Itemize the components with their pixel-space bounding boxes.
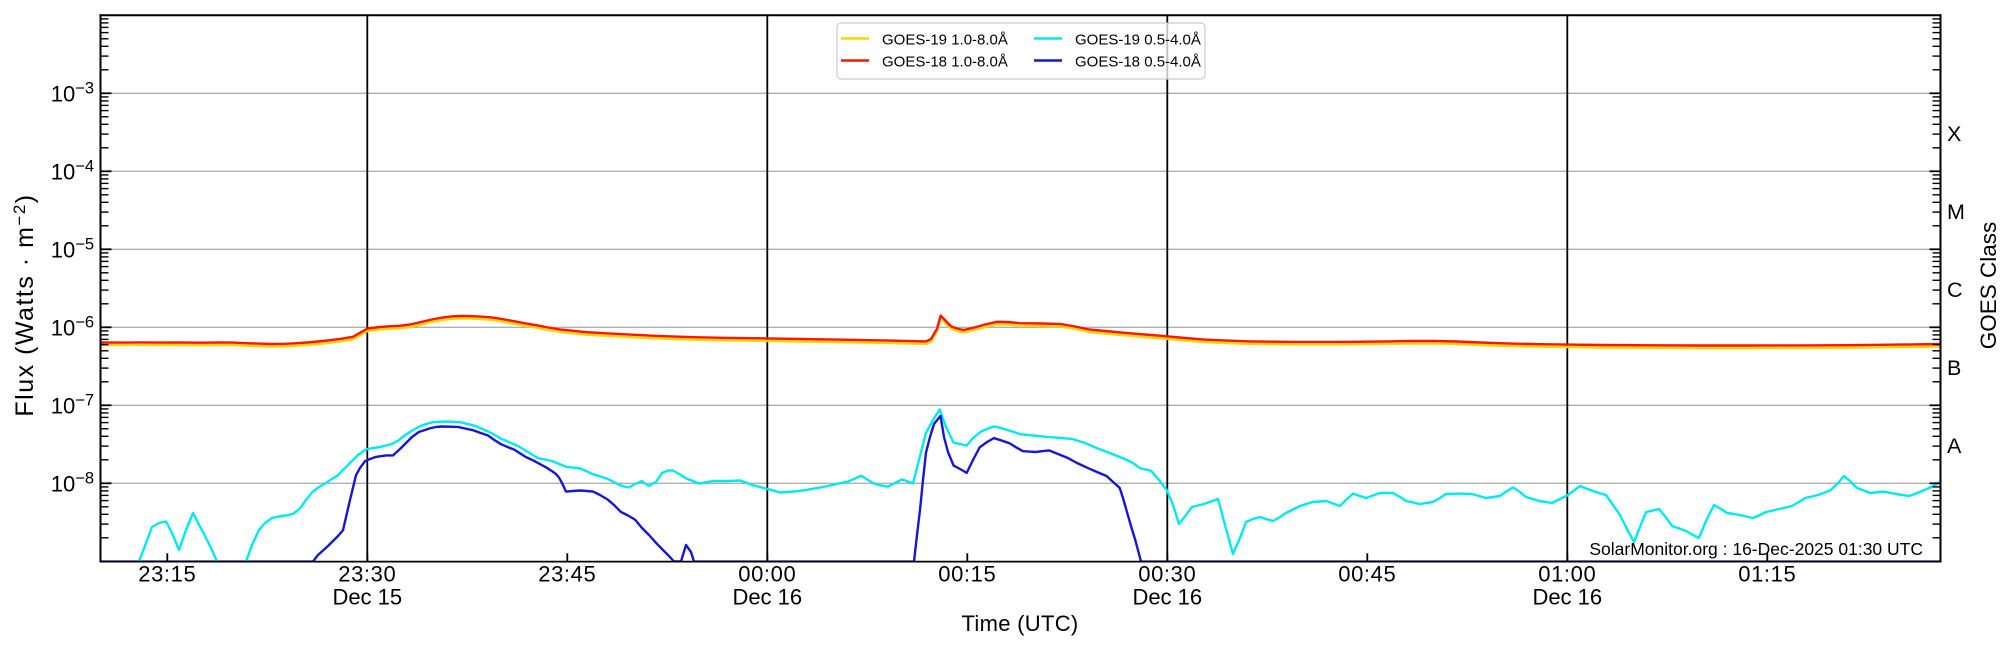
svg-text:01:00: 01:00 xyxy=(1538,562,1596,587)
svg-text:GOES-19 0.5-4.0Å: GOES-19 0.5-4.0Å xyxy=(1075,32,1201,49)
svg-text:M: M xyxy=(1947,200,1965,224)
svg-text:Dec 16: Dec 16 xyxy=(1532,584,1602,609)
svg-text:GOES-18 0.5-4.0Å: GOES-18 0.5-4.0Å xyxy=(1075,54,1201,71)
svg-text:Flux (Watts · m−2): Flux (Watts · m−2) xyxy=(10,193,39,416)
svg-text:01:15: 01:15 xyxy=(1738,562,1796,587)
svg-text:X: X xyxy=(1947,122,1961,146)
svg-text:GOES Class: GOES Class xyxy=(1976,222,2000,350)
svg-text:00:15: 00:15 xyxy=(938,562,996,587)
svg-text:23:45: 23:45 xyxy=(538,562,596,587)
svg-text:00:45: 00:45 xyxy=(1338,562,1396,587)
svg-text:23:15: 23:15 xyxy=(138,562,196,587)
svg-text:B: B xyxy=(1947,356,1961,380)
svg-text:10−3: 10−3 xyxy=(51,80,94,107)
svg-text:Time (UTC): Time (UTC) xyxy=(961,611,1078,636)
svg-text:GOES-18 1.0-8.0Å: GOES-18 1.0-8.0Å xyxy=(882,54,1008,71)
svg-text:00:30: 00:30 xyxy=(1138,562,1196,587)
svg-text:A: A xyxy=(1947,434,1962,458)
svg-text:Dec 15: Dec 15 xyxy=(332,584,402,609)
svg-text:23:30: 23:30 xyxy=(338,562,396,587)
svg-text:C: C xyxy=(1947,278,1963,302)
svg-text:10−4: 10−4 xyxy=(51,158,94,185)
svg-text:GOES-19 1.0-8.0Å: GOES-19 1.0-8.0Å xyxy=(882,32,1008,49)
svg-text:SolarMonitor.org : 16-Dec-2025: SolarMonitor.org : 16-Dec-2025 01:30 UTC xyxy=(1589,539,1923,559)
svg-text:Dec 16: Dec 16 xyxy=(1132,584,1202,609)
svg-text:00:00: 00:00 xyxy=(738,562,796,587)
svg-text:Dec 16: Dec 16 xyxy=(732,584,802,609)
